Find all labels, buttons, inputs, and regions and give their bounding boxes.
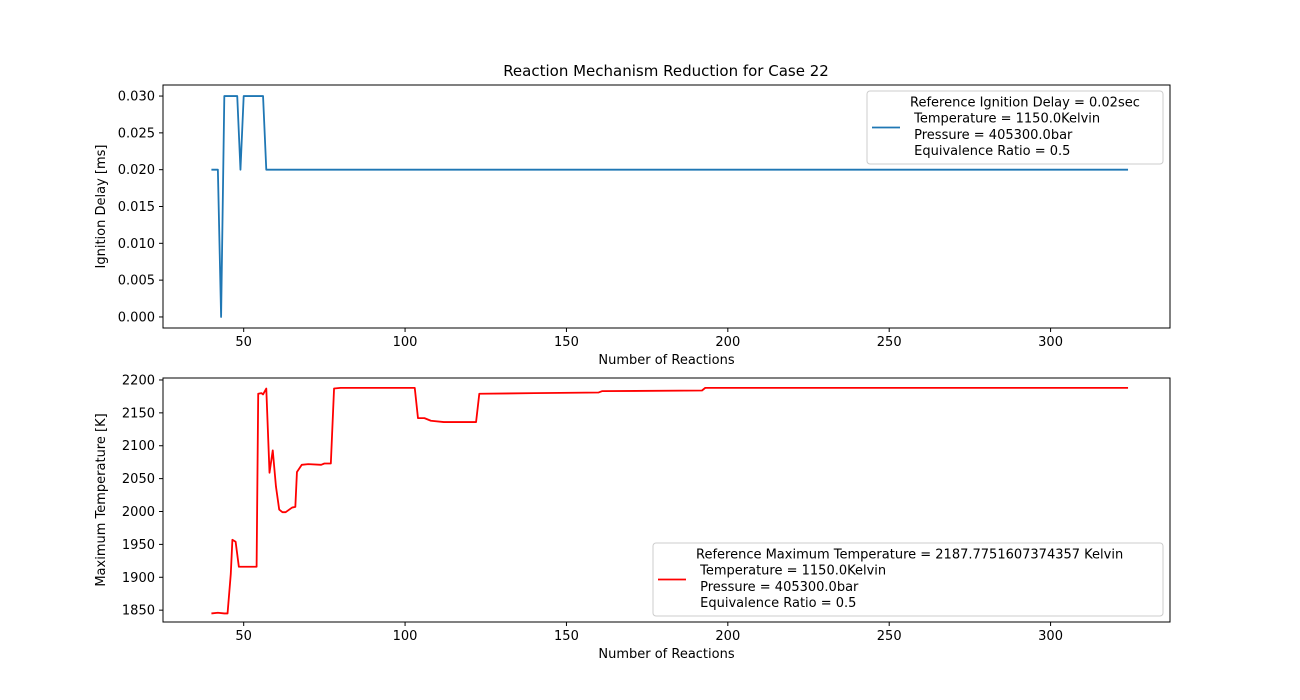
chart1-legend-text-line: Reference Ignition Delay = 0.02sec bbox=[910, 96, 1140, 111]
chart1-legend-text-line: Temperature = 1150.0Kelvin bbox=[910, 112, 1100, 127]
chart2-y-tick-label: 1950 bbox=[122, 538, 155, 553]
chart2-legend-text-line: Pressure = 405300.0bar bbox=[696, 580, 859, 595]
chart1-x-axis-label: Number of Reactions bbox=[598, 353, 734, 368]
chart2-legend: Reference Maximum Temperature = 2187.775… bbox=[653, 543, 1163, 616]
chart1-x-tick-label: 150 bbox=[554, 335, 579, 350]
chart2-y-axis-label: Maximum Temperature [K] bbox=[94, 413, 109, 586]
chart2-x-tick-label: 150 bbox=[554, 629, 579, 644]
chart2-legend-text-line: Temperature = 1150.0Kelvin bbox=[696, 564, 886, 579]
chart2-x-tick-label: 100 bbox=[393, 629, 418, 644]
chart1-y-tick-label: 0.025 bbox=[118, 126, 155, 141]
chart1-legend-text-line: Pressure = 405300.0bar bbox=[910, 128, 1073, 143]
chart1-y-tick-label: 0.015 bbox=[118, 200, 155, 215]
chart2-x-tick-label: 50 bbox=[235, 629, 252, 644]
chart2-y-tick-label: 2000 bbox=[122, 505, 155, 520]
chart2-x-tick-label: 200 bbox=[715, 629, 740, 644]
chart1-x-tick-label: 50 bbox=[235, 335, 252, 350]
chart1-x-tick-label: 300 bbox=[1038, 335, 1063, 350]
chart1-y-axis-label: Ignition Delay [ms] bbox=[94, 145, 109, 269]
chart2-y-tick-label: 1850 bbox=[122, 604, 155, 619]
chart2-legend-text-line: Equivalence Ratio = 0.5 bbox=[696, 596, 856, 611]
chart2-x-tick-label: 250 bbox=[877, 629, 902, 644]
chart2-legend-text-line: Reference Maximum Temperature = 2187.775… bbox=[696, 548, 1123, 563]
chart1-legend-text-line: Equivalence Ratio = 0.5 bbox=[910, 144, 1070, 159]
chart2-x-tick-label: 300 bbox=[1038, 629, 1063, 644]
chart1-x-tick-label: 250 bbox=[877, 335, 902, 350]
chart1-y-tick-label: 0.000 bbox=[118, 310, 155, 325]
figure-title: Reaction Mechanism Reduction for Case 22 bbox=[503, 62, 829, 80]
chart1-y-tick-label: 0.020 bbox=[118, 163, 155, 178]
chart2-y-tick-label: 2200 bbox=[122, 373, 155, 388]
chart2-y-tick-label: 1900 bbox=[122, 571, 155, 586]
chart1-y-tick-label: 0.005 bbox=[118, 274, 155, 289]
chart2-y-tick-label: 2150 bbox=[122, 406, 155, 421]
chart1-legend: Reference Ignition Delay = 0.02sec Tempe… bbox=[867, 91, 1163, 164]
chart1-y-tick-label: 0.030 bbox=[118, 90, 155, 105]
chart1-x-tick-label: 200 bbox=[715, 335, 740, 350]
chart2-y-tick-label: 2100 bbox=[122, 439, 155, 454]
chart2-y-tick-label: 2050 bbox=[122, 472, 155, 487]
chart1-x-tick-label: 100 bbox=[393, 335, 418, 350]
chart2-x-axis-label: Number of Reactions bbox=[598, 647, 734, 662]
chart1-y-tick-label: 0.010 bbox=[118, 237, 155, 252]
